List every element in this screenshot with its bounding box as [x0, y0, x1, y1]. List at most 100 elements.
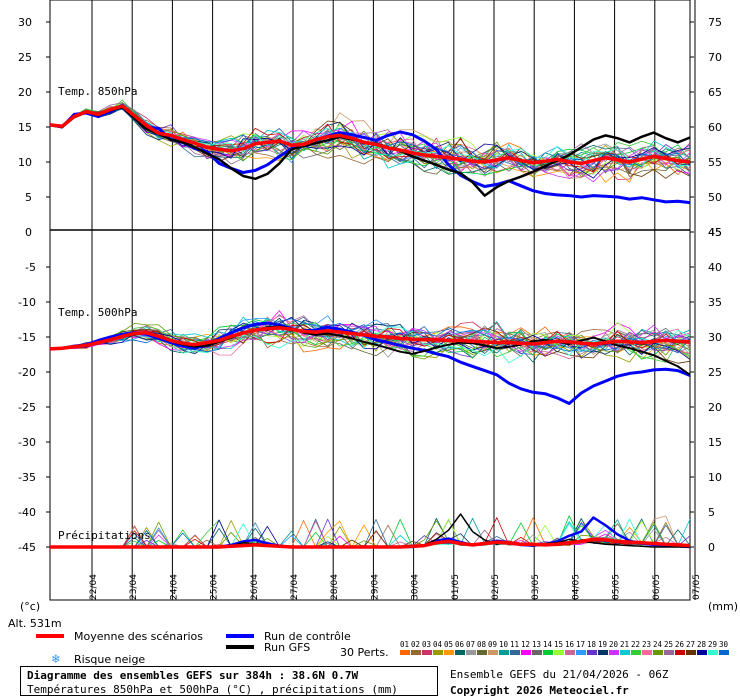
- member-legend-label: 25: [664, 640, 673, 649]
- member-legend-label: 12: [521, 640, 530, 649]
- y-label-850-right: 60: [708, 121, 722, 134]
- y-label-precip-right: 5: [708, 506, 715, 519]
- x-tick-label: 26/04: [250, 574, 260, 600]
- y-label-850: 25: [18, 51, 32, 64]
- member-legend-swatch: [554, 650, 564, 655]
- x-tick-label: 02/05: [491, 574, 501, 600]
- y-label-precip-right: 30: [708, 331, 722, 344]
- panel-title-500: Temp. 500hPa: [58, 306, 137, 319]
- member-legend-swatch: [565, 650, 575, 655]
- member-legend-swatch: [587, 650, 597, 655]
- member-line-850: [49, 105, 691, 167]
- member-legend-swatch: [675, 650, 685, 655]
- x-tick-label: 01/05: [451, 574, 461, 600]
- member-legend-swatch: [521, 650, 531, 655]
- y-label-500: -25: [18, 401, 36, 414]
- member-legend-swatch: [697, 650, 707, 655]
- member-legend-label: 03: [422, 640, 431, 649]
- x-tick-label: 29/04: [370, 574, 380, 600]
- footer-subtitle: Températures 850hPa et 500hPa (°C) , pré…: [27, 683, 398, 696]
- member-legend-swatch: [488, 650, 498, 655]
- x-tick-label: 04/05: [571, 574, 581, 600]
- altitude-label: Alt. 531m: [8, 617, 62, 630]
- member-legend-label: 07: [466, 640, 475, 649]
- member-legend-label: 11: [510, 640, 519, 649]
- y-label-precip-right: 10: [708, 471, 722, 484]
- y-label-precip-right: 35: [708, 296, 722, 309]
- member-legend-label: 18: [587, 640, 597, 649]
- member-legend-swatch: [532, 650, 542, 655]
- member-legend-swatch: [576, 650, 586, 655]
- member-legend-label: 21: [620, 640, 629, 649]
- y-unit-left: (°c): [20, 600, 40, 613]
- snowflake-icon: ❄: [51, 652, 60, 666]
- y-label-850-right: 70: [708, 51, 722, 64]
- y-label-850: 20: [18, 86, 32, 99]
- ensemble-members: [49, 99, 691, 548]
- x-tick-label: 07/05: [692, 574, 702, 600]
- member-legend-swatch: [400, 650, 410, 655]
- gefs-ensemble-chart: 22/04 23/04 24/04 25/04 26/04 27/04 28/04 29/04…: [8, 0, 738, 666]
- member-legend-swatch: [510, 650, 520, 655]
- y-label-850: 10: [18, 156, 32, 169]
- member-legend-label: 29: [708, 640, 717, 649]
- x-tick-label: 06/05: [652, 574, 662, 600]
- y-label-850-right-45: 45: [708, 226, 722, 239]
- member-legend-label: 06: [455, 640, 465, 649]
- member-legend-label: 04: [433, 640, 443, 649]
- mean-line-precip: [50, 537, 691, 549]
- y-label-precip-right: 20: [708, 401, 722, 414]
- y-label-850: 15: [18, 121, 32, 134]
- x-tick-label: 24/04: [169, 574, 179, 600]
- x-tick-label: 25/04: [210, 574, 220, 600]
- y-unit-right: (mm): [708, 600, 738, 613]
- x-tick-label: 03/05: [531, 574, 541, 600]
- member-legend-swatch: [686, 650, 696, 655]
- member-legend-label: 08: [477, 640, 487, 649]
- member-line-850: [49, 99, 691, 174]
- member-legend-label: 10: [499, 640, 509, 649]
- member-legend-label: 27: [686, 640, 695, 649]
- member-legend-swatch: [411, 650, 421, 655]
- axis-labels: 22/04 23/04 24/04 25/04 26/04 27/04 28/04 29/04…: [18, 16, 722, 600]
- member-legend-label: 02: [411, 640, 420, 649]
- legend-mean-label: Moyenne des scénarios: [74, 630, 203, 643]
- member-legend-swatch: [455, 650, 465, 655]
- member-legend-label: 22: [631, 640, 640, 649]
- member-legend-swatch: [719, 650, 729, 655]
- y-label-500: -45: [18, 541, 36, 554]
- member-legend-label: 09: [488, 640, 497, 649]
- member-line-500: [49, 315, 691, 360]
- footer-run-info: Ensemble GEFS du 21/04/2026 - 06Z: [450, 668, 669, 681]
- member-legend-swatch: [609, 650, 619, 655]
- x-tick-label: 28/04: [330, 574, 340, 600]
- footer-title: Diagramme des ensembles GEFS sur 384h : …: [27, 669, 359, 682]
- y-label-500: -40: [18, 506, 36, 519]
- legend-control-label: Run de contrôle: [264, 630, 351, 643]
- member-legend-label: 14: [543, 640, 553, 649]
- member-legend: 01 02 03 04 05 06 07 08 09 10 11 12 13 14 15 16 17 18 19 20…: [400, 640, 729, 655]
- y-label-850-right: 55: [708, 156, 722, 169]
- control-line-500: [49, 321, 691, 405]
- y-label-500: -5: [25, 261, 36, 274]
- member-legend-swatch: [631, 650, 641, 655]
- y-label-500: -15: [18, 331, 36, 344]
- member-legend-swatch: [642, 650, 652, 655]
- y-label-precip-right: 45: [708, 226, 722, 239]
- legend-gfs-label: Run GFS: [264, 641, 310, 654]
- member-legend-label: 17: [576, 640, 585, 649]
- member-legend-swatch: [466, 650, 476, 655]
- control-line-850: [49, 103, 691, 205]
- member-legend-label: 20: [609, 640, 619, 649]
- member-line-850: [49, 102, 691, 169]
- member-legend-label: 28: [697, 640, 707, 649]
- panel-title-precip: Précipitations: [58, 529, 151, 542]
- y-label-precip-right: 0: [708, 541, 715, 554]
- member-legend-swatch: [543, 650, 553, 655]
- gridlines: [46, 0, 696, 600]
- main-series: [49, 103, 691, 549]
- footer-copyright: Copyright 2026 Meteociel.fr: [450, 684, 629, 697]
- member-legend-swatch: [620, 650, 630, 655]
- member-line-500: [49, 321, 691, 353]
- y-label-500: -10: [18, 296, 36, 309]
